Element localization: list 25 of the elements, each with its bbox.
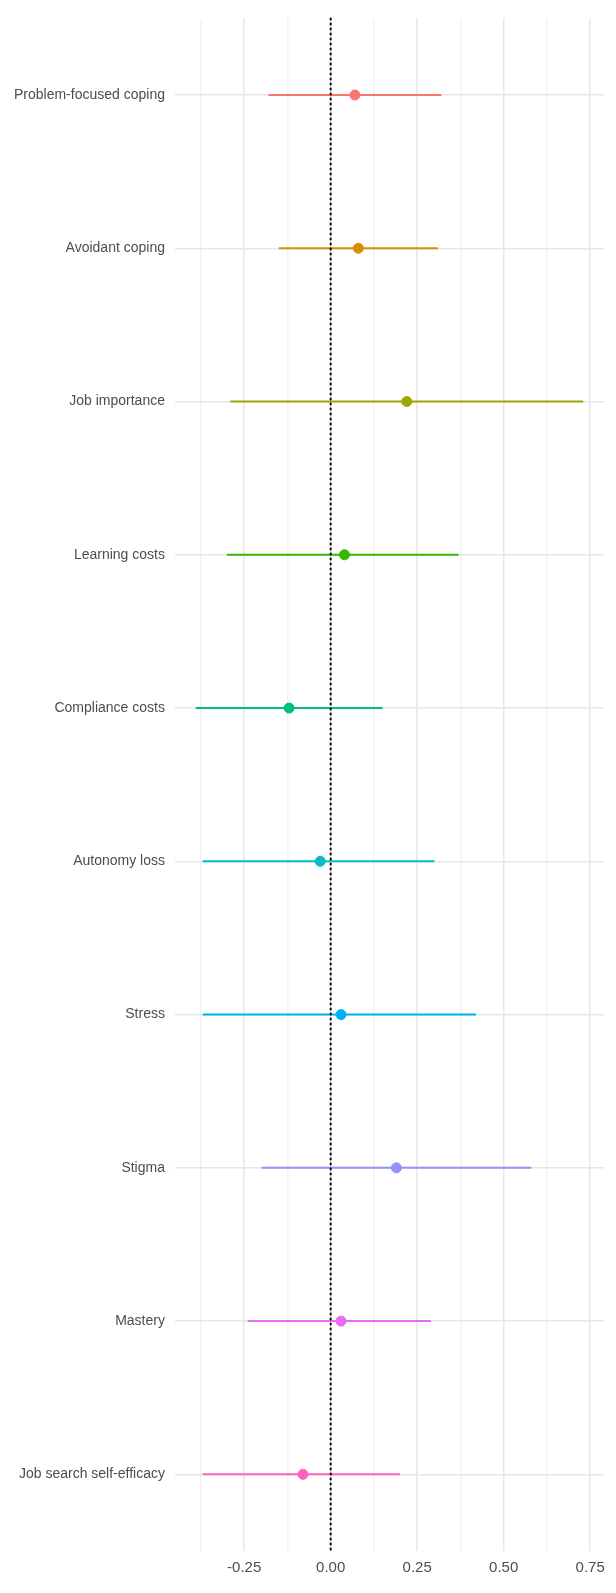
y-tick-label: Avoidant coping [65, 239, 165, 256]
point [335, 1009, 347, 1021]
point [390, 1162, 402, 1174]
point [314, 855, 326, 867]
y-tick-label: Mastery [115, 1311, 165, 1328]
point [283, 702, 295, 714]
point [349, 89, 361, 101]
point [352, 242, 364, 254]
x-tick-label: 0.25 [402, 1558, 432, 1576]
x-tick-label: -0.25 [227, 1558, 262, 1576]
point [335, 1315, 347, 1327]
point [401, 396, 413, 408]
y-tick-label: Problem-focused coping [13, 85, 165, 102]
y-tick-label: Stress [125, 1005, 165, 1022]
point [339, 549, 351, 561]
y-tick-label: Learning costs [73, 545, 165, 562]
y-tick-label: Compliance costs [54, 698, 165, 715]
y-tick-label: Autonomy loss [73, 852, 165, 869]
y-tick-label: Stigma [121, 1158, 166, 1175]
point [297, 1468, 309, 1480]
y-tick-label: Job importance [69, 392, 166, 409]
y-tick-label: Job search self-efficacy [18, 1465, 165, 1482]
x-tick-label: 0.00 [316, 1558, 346, 1576]
x-tick-label: 0.75 [575, 1558, 605, 1576]
x-tick-label: 0.50 [489, 1558, 519, 1576]
